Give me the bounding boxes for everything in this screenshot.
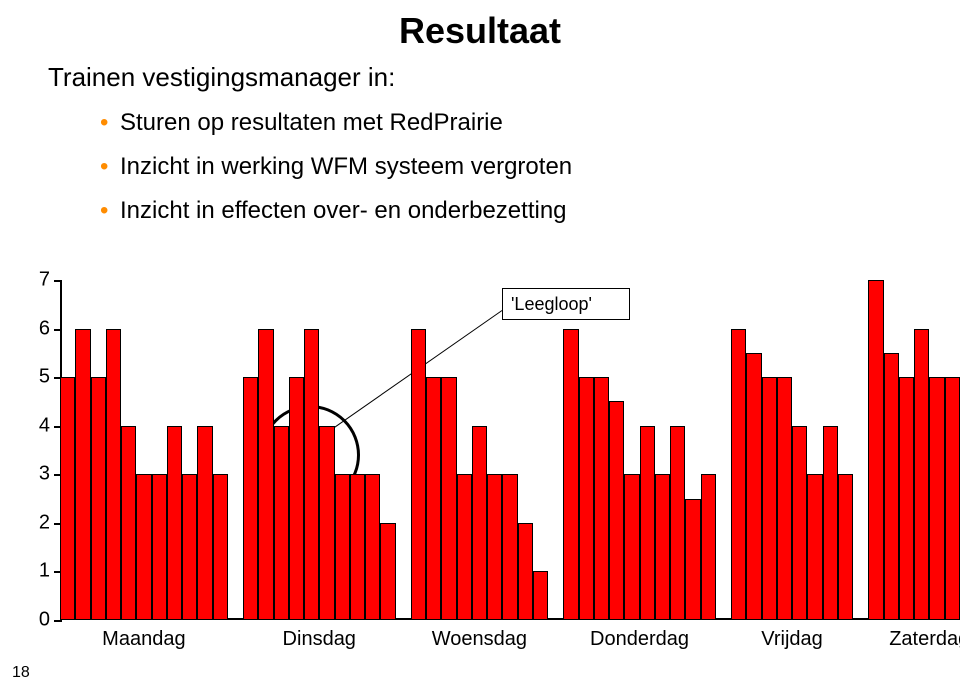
bar — [685, 499, 700, 620]
bar — [213, 474, 228, 620]
y-tick — [54, 329, 62, 331]
bar — [579, 377, 594, 620]
bar — [823, 426, 838, 620]
slide-title-text: Resultaat — [399, 10, 561, 51]
y-tick-label: 0 — [39, 609, 50, 632]
y-tick-label: 1 — [39, 560, 50, 583]
bar — [914, 329, 929, 620]
bar — [899, 377, 914, 620]
bar — [487, 474, 502, 620]
bar — [640, 426, 655, 620]
slide: { "title": { "text": "Resultaat", "fonts… — [0, 0, 960, 690]
bar — [701, 474, 716, 620]
bar — [884, 353, 899, 620]
bar — [304, 329, 319, 620]
bar — [136, 474, 151, 620]
bar — [945, 377, 960, 620]
slide-number: 18 — [12, 664, 30, 682]
bar — [350, 474, 365, 620]
bar — [731, 329, 746, 620]
bar — [792, 426, 807, 620]
slide-subtitle-text: Trainen vestigingsmanager in: — [48, 62, 395, 92]
bullet-item: Sturen op resultaten met RedPrairie — [100, 104, 572, 142]
bar — [868, 280, 883, 620]
bar — [411, 329, 426, 620]
annotation-label-box: 'Leegloop' — [502, 288, 630, 320]
y-tick — [54, 620, 62, 622]
bar — [60, 377, 75, 620]
bar — [609, 401, 624, 620]
bar — [807, 474, 822, 620]
x-tick-label: Woensdag — [432, 628, 527, 651]
bar — [91, 377, 106, 620]
bar — [594, 377, 609, 620]
bar — [441, 377, 456, 620]
slide-title: Resultaat — [0, 10, 960, 52]
bar — [426, 377, 441, 620]
bar — [289, 377, 304, 620]
bar — [518, 523, 533, 620]
bar — [167, 426, 182, 620]
y-tick-label: 5 — [39, 366, 50, 389]
annotation-label: 'Leegloop' — [511, 294, 592, 314]
y-tick-label: 3 — [39, 463, 50, 486]
x-tick-label: Donderdag — [590, 628, 689, 651]
bar — [502, 474, 517, 620]
bar — [121, 426, 136, 620]
bar — [365, 474, 380, 620]
bar — [670, 426, 685, 620]
y-tick-label: 7 — [39, 269, 50, 292]
bar — [106, 329, 121, 620]
bar — [457, 474, 472, 620]
bar — [472, 426, 487, 620]
bar — [838, 474, 853, 620]
bar — [380, 523, 395, 620]
slide-number-text: 18 — [12, 664, 30, 681]
bar — [197, 426, 212, 620]
y-tick — [54, 280, 62, 282]
bullet-list: Sturen op resultaten met RedPrairie Inzic… — [100, 104, 572, 236]
x-tick-label: Dinsdag — [283, 628, 356, 651]
bar — [563, 329, 578, 620]
y-tick-label: 4 — [39, 414, 50, 437]
bullet-item: Inzicht in effecten over- en onderbezett… — [100, 192, 572, 230]
bar — [258, 329, 273, 620]
bar — [335, 474, 350, 620]
x-tick-label: Vrijdag — [761, 628, 823, 651]
bar — [762, 377, 777, 620]
y-tick-label: 6 — [39, 317, 50, 340]
bar — [533, 571, 548, 620]
bar — [624, 474, 639, 620]
x-tick-label: Maandag — [102, 628, 185, 651]
bar — [655, 474, 670, 620]
slide-subtitle: Trainen vestigingsmanager in: — [48, 62, 395, 93]
bar — [319, 426, 334, 620]
x-tick-label: Zaterdag — [889, 628, 960, 651]
bar-chart: 01234567 'Leegloop' MaandagDinsdagWoensd… — [60, 280, 930, 620]
bar — [75, 329, 90, 620]
bar — [274, 426, 289, 620]
bar — [182, 474, 197, 620]
bar — [929, 377, 944, 620]
y-tick-label: 2 — [39, 511, 50, 534]
bar — [243, 377, 258, 620]
bar — [152, 474, 167, 620]
bullet-item: Inzicht in werking WFM systeem vergroten — [100, 148, 572, 186]
bar — [746, 353, 761, 620]
bar — [777, 377, 792, 620]
